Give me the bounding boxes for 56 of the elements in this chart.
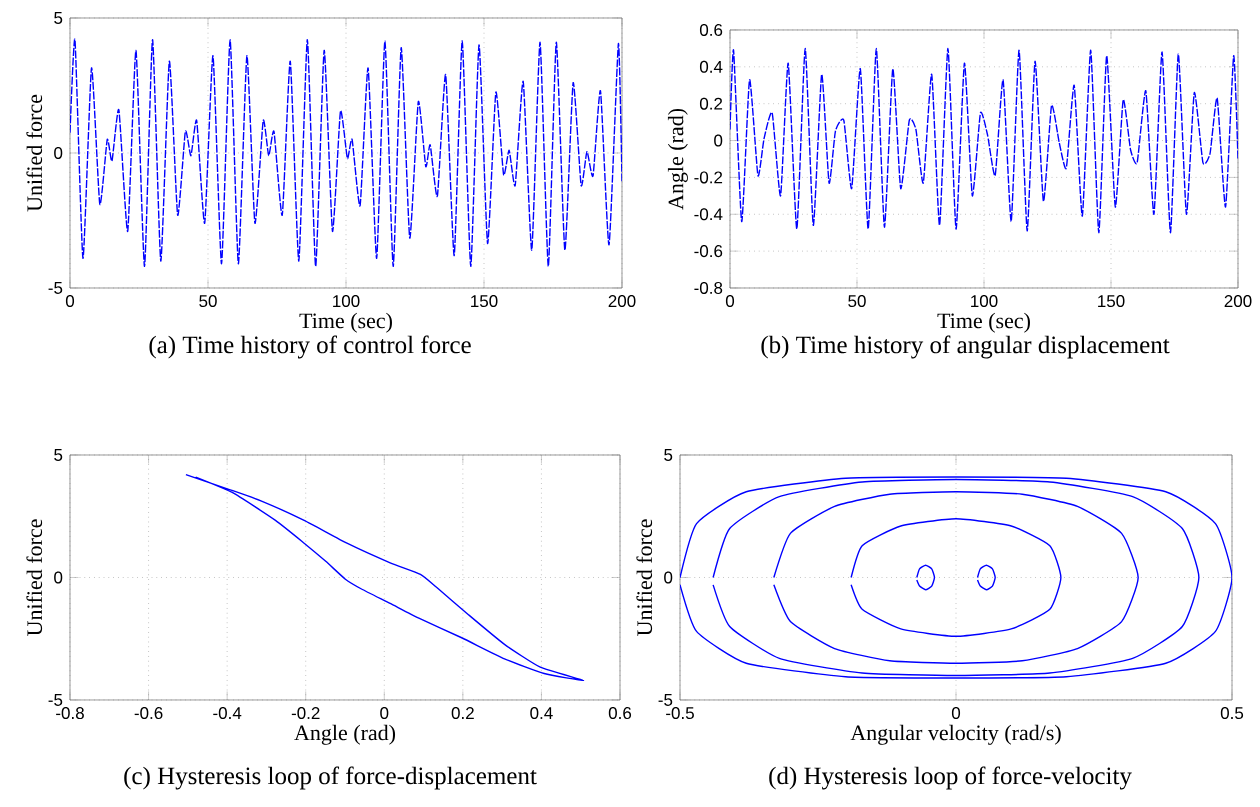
x-tick-label: 0.4	[530, 707, 553, 720]
y-tick-label: -0.6	[694, 245, 723, 258]
x-tick-label: 200	[608, 295, 636, 308]
text: (a) Time history of control force	[149, 335, 471, 359]
y-axis-title: Unified force	[26, 94, 43, 212]
x-tick-label: 0.2	[451, 707, 474, 720]
line-series	[916, 564, 936, 591]
y-tick-label: -5	[658, 694, 673, 706]
x-axis-title: Angular velocity (rad/s)	[850, 724, 1061, 745]
line-series	[976, 564, 996, 591]
x-axis-title: Time (sec)	[299, 312, 392, 333]
y-tick-label: -0.8	[694, 281, 723, 294]
y-tick-label: 0	[54, 571, 63, 584]
x-axis-title: Angle (rad)	[294, 724, 396, 745]
y-tick-label: 0.4	[699, 60, 723, 73]
x-tick-label: 0.5	[1220, 707, 1244, 720]
y-tick-label: -5	[48, 282, 63, 294]
x-tick-label: 100	[333, 295, 360, 308]
y-tick-label: 5	[664, 449, 673, 461]
line-series	[850, 517, 1062, 637]
y-tick-label: -0.4	[694, 208, 723, 221]
x-tick-label: 150	[471, 295, 498, 308]
text: (d) Hysteresis loop of force-velocity	[769, 766, 1132, 790]
y-tick-label: -5	[48, 694, 63, 706]
line-series	[773, 491, 1139, 664]
x-tick-label: 150	[1098, 295, 1125, 308]
x-axis-title: Time (sec)	[937, 312, 1030, 333]
text: (b) Time history of angular displacement	[761, 335, 1170, 359]
x-tick-label: 0	[951, 707, 961, 720]
x-tick-label: 0	[725, 295, 735, 308]
y-axis-title: Angle (rad)	[667, 108, 688, 210]
line-series	[70, 38, 622, 268]
line-series	[730, 47, 1238, 234]
x-tick-label: 0	[380, 707, 389, 720]
x-tick-label: 0.6	[608, 707, 632, 720]
y-tick-label: 0.6	[699, 23, 723, 36]
x-tick-label: 200	[1224, 295, 1252, 308]
y-tick-label: 5	[54, 449, 63, 461]
x-tick-label: -0.2	[291, 707, 320, 720]
y-tick-label: 5	[54, 12, 63, 24]
x-tick-label: -0.6	[134, 707, 163, 720]
text: (c) Hysteresis loop of force-displacement	[124, 766, 537, 790]
x-tick-label: -0.4	[213, 707, 242, 720]
y-tick-label: -0.2	[694, 171, 723, 184]
x-tick-label: 0	[65, 295, 75, 308]
x-tick-label: -0.5	[666, 707, 694, 720]
y-tick-label: 0	[54, 146, 63, 159]
y-tick-label: 0.2	[699, 97, 723, 110]
y-axis-title: Unified force	[26, 519, 43, 636]
line-series	[185, 473, 585, 682]
y-tick-label: 0	[714, 134, 723, 147]
x-tick-label: 50	[848, 295, 866, 308]
y-tick-label: 0	[664, 571, 673, 584]
x-tick-label: 50	[199, 295, 217, 308]
x-tick-label: 100	[971, 295, 998, 308]
y-axis-title: Unified force	[636, 519, 653, 636]
